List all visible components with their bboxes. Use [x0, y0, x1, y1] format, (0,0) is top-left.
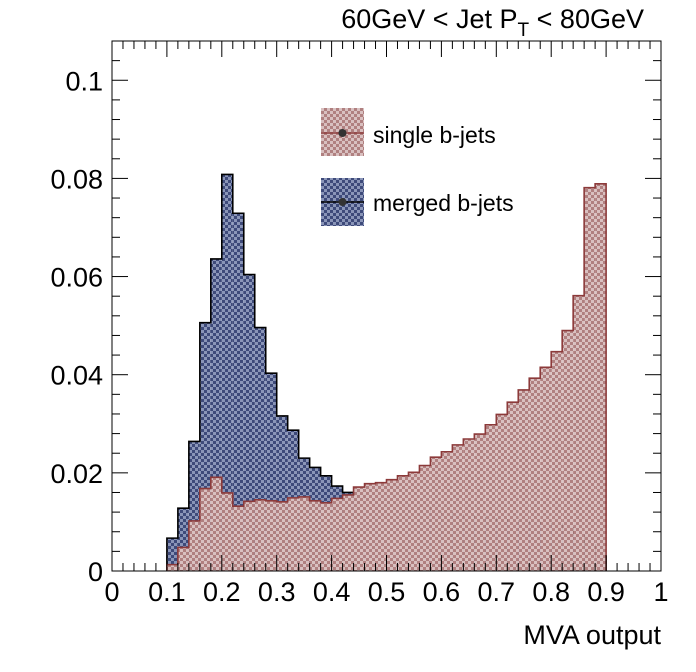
- merged-bjets-bar: [188, 441, 200, 571]
- single-bjets-bar: [540, 367, 552, 571]
- merged-bjets-bar: [232, 213, 244, 571]
- x-tick-label: 0.4: [313, 577, 351, 607]
- x-tick-label: 0.5: [368, 577, 406, 607]
- single-bjets-bar: [507, 402, 519, 571]
- single-bjets-bar: [353, 487, 365, 571]
- single-bjets-bar: [221, 492, 233, 571]
- single-bjets-bar: [463, 438, 475, 571]
- legend-marker-merged: [338, 198, 347, 206]
- single-bjets-bar: [166, 564, 178, 571]
- chart-title-text: 60GeV < Jet PT < 80GeV: [341, 4, 644, 41]
- single-bjets-bar: [441, 451, 453, 571]
- single-bjets-bar: [210, 477, 222, 571]
- single-bjets-bar: [551, 351, 563, 571]
- merged-bjets-bar: [276, 415, 288, 571]
- legend-marker-single: [338, 129, 347, 137]
- x-tick-label: 0.2: [203, 577, 241, 607]
- y-tick-labels: 0 0.02 0.04 0.06 0.08 0.1: [50, 66, 103, 587]
- single-bjets-bar: [375, 482, 387, 571]
- single-bjets-bar: [562, 330, 574, 571]
- single-bjets-bar: [408, 472, 420, 571]
- single-bjets-bar: [177, 547, 189, 571]
- single-bjets-bar: [419, 465, 431, 571]
- legend-entry-single-bjets: single b-jets: [321, 108, 496, 156]
- legend-label-merged: merged b-jets: [373, 190, 514, 216]
- merged-bjets-bar: [221, 174, 233, 571]
- single-bjets-bar: [287, 497, 299, 571]
- merged-bjets-bar: [254, 327, 266, 571]
- x-tick-label: 0.9: [587, 577, 625, 607]
- single-bjets-bar: [309, 500, 321, 571]
- single-bjets-bar: [276, 501, 288, 571]
- single-bjets-outline: [166, 183, 607, 571]
- single-bjets-bar: [430, 457, 442, 571]
- single-bjets-bar: [529, 378, 541, 571]
- x-tick-label: 1: [653, 577, 668, 607]
- single-bjets-bar: [243, 501, 255, 571]
- y-tick-label: 0: [88, 557, 103, 587]
- single-bjets-bar: [320, 502, 332, 571]
- legend-label-single: single b-jets: [373, 122, 496, 148]
- single-bjets-bar: [386, 479, 398, 571]
- x-tick-label: 0.1: [148, 577, 186, 607]
- single-bjets-bar: [331, 498, 343, 571]
- axis-ticks: [111, 40, 662, 572]
- merged-bjets-bar: [210, 258, 222, 571]
- single-bjets-bar: [364, 483, 376, 571]
- x-tick-label: 0.3: [258, 577, 296, 607]
- single-bjets-bar: [518, 389, 530, 571]
- single-bjets-bar: [342, 494, 354, 571]
- series-single-bjets: [166, 183, 607, 572]
- single-bjets-bar: [474, 434, 486, 571]
- single-bjets-bar: [199, 488, 211, 571]
- merged-bjets-bar: [265, 373, 277, 571]
- single-bjets-bar: [188, 520, 200, 571]
- merged-bjets-bar: [199, 322, 211, 571]
- x-axis-label: MVA output: [523, 620, 661, 650]
- chart-title: 60GeV < Jet PT < 80GeV: [341, 4, 644, 41]
- single-bjets-bar: [573, 295, 585, 571]
- single-bjets-bar: [496, 414, 508, 571]
- x-tick-label: 0.8: [532, 577, 570, 607]
- single-bjets-bar: [397, 475, 409, 571]
- merged-bjets-bar: [243, 274, 255, 571]
- x-tick-labels: 0 0.1 0.2 0.3 0.4 0.5 0.6 0.7 0.8 0.9 1: [104, 577, 668, 607]
- y-tick-label: 0.1: [65, 66, 103, 96]
- merged-bjets-bar: [166, 538, 178, 571]
- merged-bjets-bar: [177, 508, 189, 571]
- x-tick-label: 0.7: [478, 577, 516, 607]
- x-tick-label: 0.6: [423, 577, 461, 607]
- y-tick-label: 0.06: [50, 263, 103, 293]
- single-bjets-bar: [584, 187, 596, 571]
- y-tick-label: 0.02: [50, 459, 103, 489]
- y-tick-label: 0.08: [50, 164, 103, 194]
- y-tick-label: 0.04: [50, 361, 103, 391]
- single-bjets-bar: [232, 506, 244, 571]
- single-bjets-bar: [452, 444, 464, 571]
- single-bjets-bar: [298, 496, 310, 571]
- single-bjets-bar: [265, 500, 277, 571]
- single-bjets-bar: [595, 183, 607, 572]
- legend-entry-merged-bjets: merged b-jets: [321, 178, 514, 226]
- legend: single b-jets merged b-jets: [321, 108, 514, 226]
- single-bjets-bar: [254, 499, 266, 571]
- single-bjets-bar: [485, 424, 497, 571]
- x-tick-label: 0: [104, 577, 119, 607]
